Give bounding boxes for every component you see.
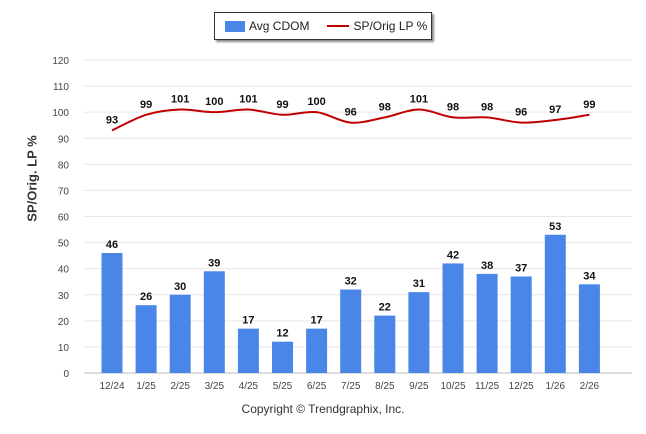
bar-value-label: 26 [140,291,152,303]
bar [510,276,532,373]
line-value-label: 96 [345,107,357,119]
bar [578,284,600,373]
y-tick-label: 70 [58,186,70,197]
line-path [111,108,590,132]
bar-value-label: 22 [379,302,391,314]
line-series [111,108,590,132]
x-axis-ticks: 12/24 1/25 2/25 3/25 4/25 5/25 6/25 7/25 8/25 9/2… [99,381,599,392]
bar-value-label: 32 [345,276,357,288]
x-tick-label: 5/25 [273,381,293,392]
line-value-label: 97 [549,104,561,116]
y-axis-label-text: SP/Orig. LP % [24,134,40,222]
line-value-label: 99 [140,99,152,111]
x-tick-label: 7/25 [341,381,361,392]
legend-label-bar: Avg CDOM [249,19,310,33]
bar-data-labels: 46 26 30 39 17 12 17 32 22 31 42 38 37 53 34 [106,221,597,340]
legend-label-line: SP/Orig LP % [353,19,428,33]
x-tick-label: 11/25 [475,381,500,392]
line-value-label: 98 [481,101,493,113]
copyright-text: Copyright © Trendgraphix, Inc. [241,402,405,416]
bar [340,289,362,373]
line-data-labels: 93 99 101 100 101 99 100 96 98 101 98 98 96 97 99 [106,94,596,127]
x-tick-label: 10/25 [440,381,465,392]
legend-swatch-bar [225,20,245,32]
bar-value-label: 17 [310,315,322,327]
bar-value-label: 46 [106,239,118,251]
line-value-label: 100 [307,96,325,108]
y-axis-label: SP/Orig. LP % [4,135,60,221]
y-axis-ticks: 0 10 20 30 40 50 60 70 80 90 100 110 120 [52,56,69,380]
line-value-label: 101 [239,94,257,106]
bar [442,263,464,373]
y-tick-label: 90 [58,134,70,145]
line-value-label: 96 [515,107,527,119]
y-tick-label: 60 [58,213,70,224]
bar-value-label: 17 [242,315,254,327]
line-value-label: 101 [410,94,428,106]
bar-value-label: 42 [447,249,459,261]
x-tick-label: 6/25 [307,381,327,392]
bar-value-label: 39 [208,257,220,269]
x-tick-label: 4/25 [239,381,259,392]
x-tick-label: 9/25 [409,381,429,392]
y-tick-label: 0 [63,369,69,380]
bar [169,294,191,373]
x-tick-label: 12/25 [509,381,534,392]
bar-value-label: 31 [413,278,425,290]
x-tick-label: 2/25 [170,381,190,392]
bar-value-label: 34 [583,270,596,282]
line-value-label: 101 [171,94,189,106]
bar [544,234,566,373]
y-tick-label: 30 [58,291,70,302]
line-value-label: 99 [276,99,288,111]
bar-value-label: 38 [481,260,493,272]
bar-value-label: 37 [515,262,527,274]
bar [374,315,396,373]
bar [135,305,157,373]
y-tick-label: 10 [58,343,70,354]
bar [101,253,123,373]
x-tick-label: 12/24 [99,381,124,392]
bar [476,273,498,373]
y-tick-label: 110 [53,82,69,93]
x-tick-label: 2/26 [580,381,600,392]
line-value-label: 98 [447,101,459,113]
bar-value-label: 53 [549,221,561,233]
bar [237,328,259,373]
line-value-label: 100 [205,96,223,108]
line-value-label: 99 [583,99,595,111]
legend-item-line: SP/Orig LP % [327,19,427,33]
bar-series [101,234,600,373]
legend-swatch-line [327,25,350,27]
bar-value-label: 12 [276,328,288,340]
x-tick-label: 1/26 [546,381,566,392]
bar [272,341,293,373]
bar [408,292,430,373]
y-tick-label: 20 [58,317,70,328]
y-tick-label: 120 [52,56,69,67]
bar-value-label: 30 [174,281,186,293]
y-tick-label: 50 [58,239,70,250]
x-tick-label: 1/25 [136,381,156,392]
x-tick-label: 8/25 [375,381,395,392]
bar [306,328,328,373]
chart-legend: Avg CDOM SP/Orig LP % [214,12,432,40]
y-tick-label: 80 [58,160,70,171]
x-tick-label: 3/25 [205,381,225,392]
bar [203,271,225,373]
legend-item-bar: Avg CDOM [225,19,309,33]
line-value-label: 98 [379,101,391,113]
y-tick-label: 100 [52,108,69,119]
line-value-label: 93 [106,114,118,126]
y-tick-label: 40 [58,265,70,276]
